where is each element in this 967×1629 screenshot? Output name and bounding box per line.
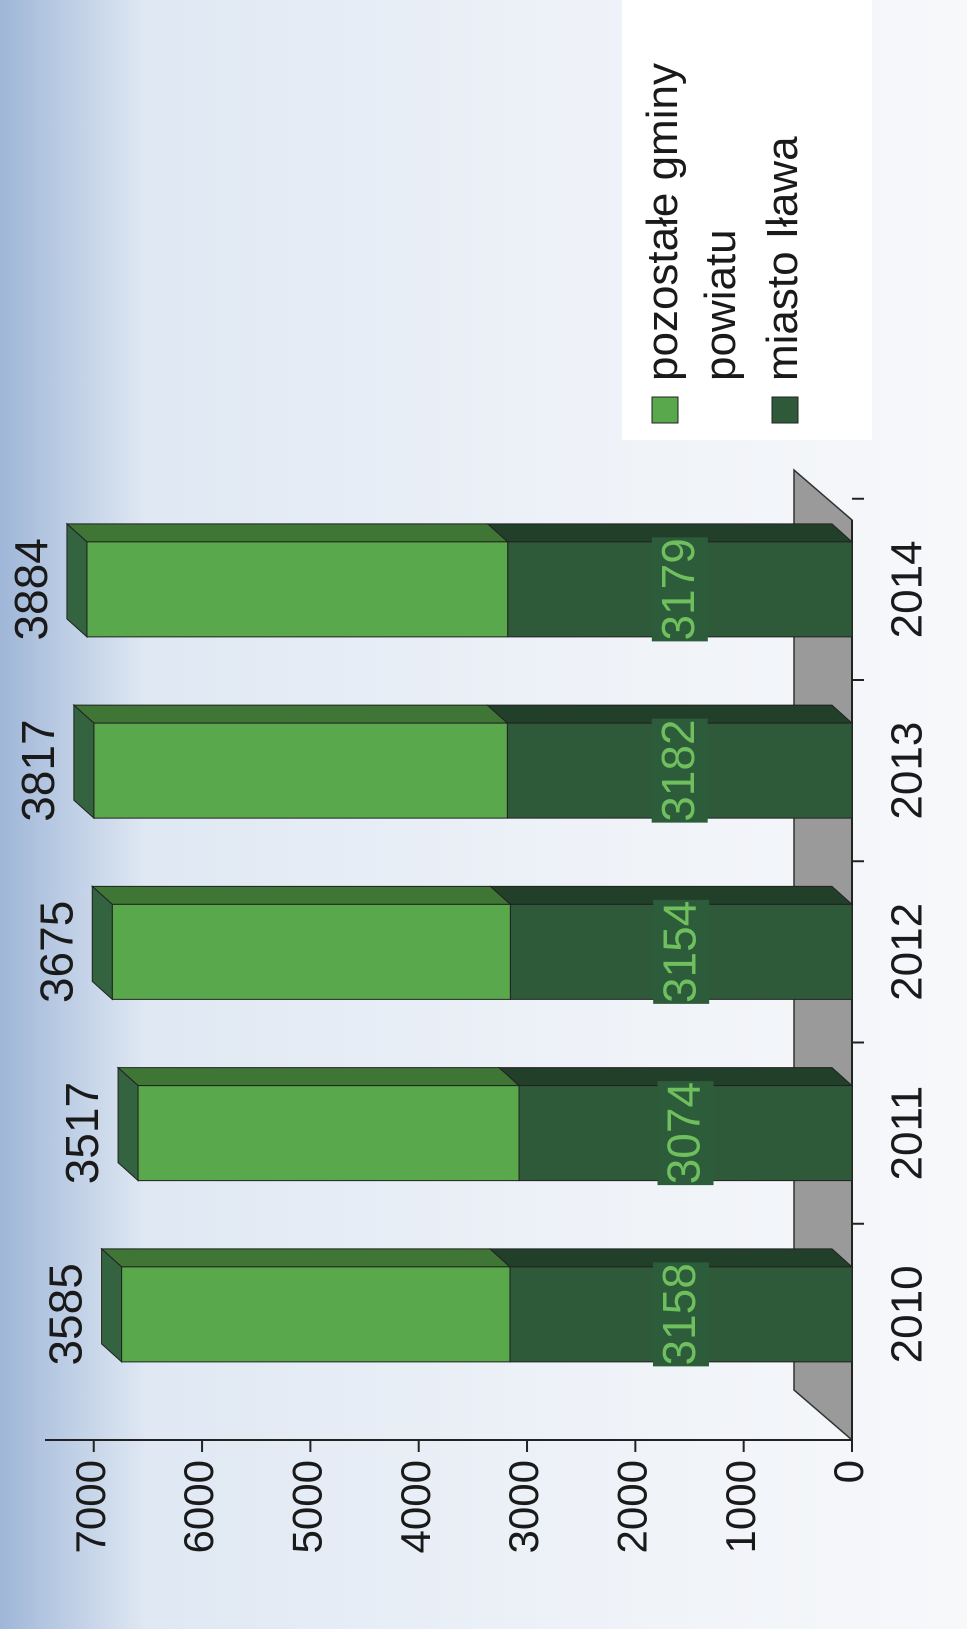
bar-side — [90, 885, 512, 905]
bar — [121, 1266, 511, 1363]
value-label-box — [657, 1081, 714, 1186]
value-label: 3179 — [652, 538, 704, 640]
plot: 0 1000 2000 3000 4000 5000 6000 7000 2010 3158 358… — [5, 0, 932, 1553]
x-tick-label: 2011 — [883, 1086, 932, 1181]
bar-side — [72, 704, 509, 724]
bar-top — [73, 704, 95, 820]
bar — [93, 722, 508, 819]
legend: pozostałe gminy powiatu miasto Iława — [622, 0, 872, 440]
bar-top — [66, 522, 88, 638]
bar-side — [116, 1067, 521, 1087]
value-label: 3154 — [653, 901, 705, 1003]
value-label: 3158 — [653, 1263, 705, 1365]
bar-side — [100, 1248, 512, 1268]
value-label-box — [651, 718, 708, 823]
y-tick-label: 1000 — [717, 1460, 764, 1553]
bar-side — [65, 523, 509, 543]
y-tick-label: 6000 — [175, 1460, 222, 1553]
bar — [86, 541, 509, 638]
bar-top — [91, 885, 113, 1001]
x-tick-label: 2012 — [883, 903, 932, 1001]
x-tick-label: 2013 — [883, 722, 932, 820]
value-label: 3182 — [652, 719, 704, 821]
legend-box — [622, 0, 872, 440]
legend-label: pozostałe gminy powiatu — [638, 63, 745, 381]
y-tick-label: 0 — [825, 1460, 872, 1483]
value-label: 3517 — [56, 1082, 108, 1184]
bar — [137, 1085, 520, 1182]
value-label: 3675 — [30, 901, 82, 1003]
bar-top — [101, 1247, 123, 1363]
value-label-box — [651, 537, 708, 642]
value-label: 3884 — [5, 538, 57, 640]
bar — [111, 903, 511, 1000]
value-label: 3074 — [658, 1082, 710, 1184]
legend-swatch — [771, 396, 799, 424]
value-label: 3817 — [12, 719, 64, 821]
y-tick-label: 4000 — [392, 1460, 439, 1553]
y-tick-label: 3000 — [500, 1460, 547, 1553]
value-label: 3585 — [40, 1263, 92, 1365]
y-tick-label: 2000 — [608, 1460, 655, 1553]
legend-swatch — [651, 396, 679, 424]
y-tick-label: 7000 — [67, 1460, 114, 1553]
value-label-box — [653, 899, 710, 1004]
y-tick-label: 5000 — [283, 1460, 330, 1553]
x-tick-label: 2010 — [883, 1265, 932, 1363]
x-tick-label: 2014 — [883, 540, 932, 638]
legend-label: miasto Iława — [758, 136, 807, 381]
value-label-box — [652, 1262, 709, 1367]
bar-top — [117, 1066, 139, 1182]
